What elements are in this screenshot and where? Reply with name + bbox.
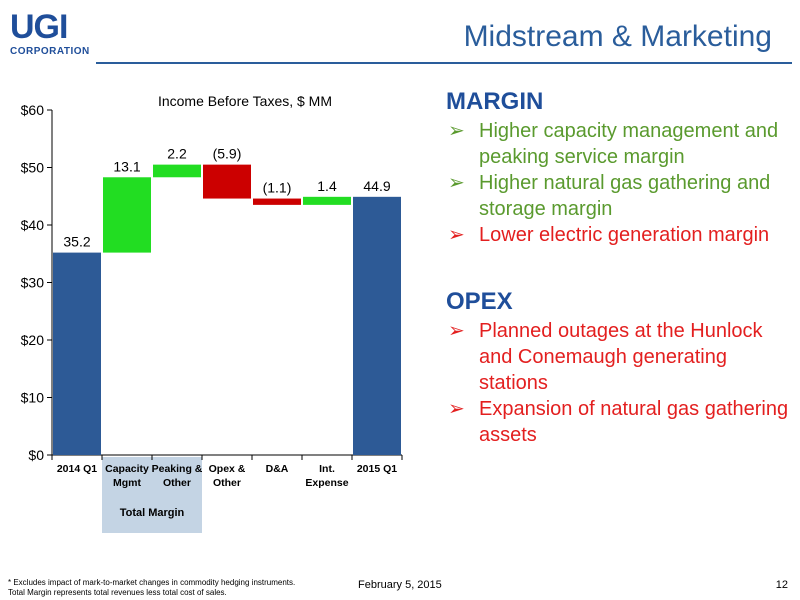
footnote-line-1: * Excludes impact of mark-to-market chan… [8, 578, 296, 587]
y-tick-label: $20 [21, 332, 45, 348]
bar-6 [353, 196, 401, 455]
bar-4 [253, 198, 301, 205]
data-label: (1.1) [263, 180, 292, 196]
waterfall-chart: Total Margin Income Before Taxes, $ MM $0 $… [21, 93, 403, 533]
data-label: (5.9) [213, 146, 242, 162]
slide-title: Midstream & Marketing [463, 20, 772, 53]
margin-bullet-text: Higher natural gas gathering and storage… [479, 172, 771, 220]
y-tick-label: $0 [28, 447, 44, 463]
x-category-label: Capacity [105, 463, 149, 475]
opex-bullet: ➢ Expansion of natural gas gathering asse… [446, 396, 796, 448]
y-tick-label: $50 [21, 160, 45, 176]
x-category-label: Expense [305, 477, 348, 489]
ugi-logo: UGI CORPORATION [10, 10, 90, 57]
margin-bullet: ➢ Higher capacity management and peaking … [446, 118, 796, 170]
y-tick-label: $10 [21, 390, 45, 406]
opex-bullet: ➢ Planned outages at the Hunlock and Cone… [446, 318, 796, 396]
page-number: 12 [775, 579, 788, 591]
x-category-label: Other [163, 477, 191, 489]
data-label: 2.2 [167, 146, 187, 162]
x-category-label: Opex & [209, 463, 246, 475]
opex-bullet-text: Expansion of natural gas gathering asset… [479, 398, 789, 446]
margin-bullet: ➢ Higher natural gas gathering and storag… [446, 170, 796, 222]
y-tick-label: $60 [21, 102, 45, 118]
group-label: Total Margin [120, 507, 185, 519]
x-category-label: D&A [266, 463, 289, 475]
total-margin-group-box [102, 457, 202, 533]
margin-heading: MARGIN [446, 88, 544, 115]
footnote: * Excludes impact of mark-to-market chan… [8, 578, 295, 598]
slide-date: February 5, 2015 [358, 579, 442, 591]
arrow-bullet-icon: ➢ [448, 172, 465, 194]
logo-wordmark: UGI [10, 8, 68, 46]
footnote-line-2: Total Margin represents total revenues l… [8, 588, 227, 597]
data-label: 1.4 [317, 178, 337, 194]
bar-0 [53, 252, 101, 455]
y-tick-label: $40 [21, 217, 45, 233]
data-label: 13.1 [113, 158, 140, 174]
title-divider [96, 62, 792, 64]
data-label: 44.9 [363, 178, 390, 194]
x-category-label: 2014 Q1 [57, 463, 97, 475]
logo-subtitle: CORPORATION [10, 46, 90, 57]
bar-2 [153, 164, 201, 178]
arrow-bullet-icon: ➢ [448, 398, 465, 420]
margin-bullet: ➢ Lower electric generation margin [446, 222, 796, 248]
data-label: 35.2 [63, 234, 90, 250]
opex-heading: OPEX [446, 288, 513, 315]
arrow-bullet-icon: ➢ [448, 120, 465, 142]
bar-3 [203, 164, 251, 199]
chart-title: Income Before Taxes, $ MM [158, 93, 332, 109]
bar-1 [103, 177, 151, 253]
opex-bullet-text: Planned outages at the Hunlock and Conem… [479, 320, 763, 394]
arrow-bullet-icon: ➢ [448, 320, 465, 342]
margin-bullets: ➢ Higher capacity management and peaking … [446, 118, 796, 248]
y-tick-label: $30 [21, 275, 45, 291]
x-category-label: Int. [319, 463, 335, 475]
x-category-label: Peaking & [152, 463, 203, 475]
bar-5 [303, 196, 351, 205]
x-category-label: Mgmt [113, 477, 141, 489]
arrow-bullet-icon: ➢ [448, 224, 465, 246]
x-category-label: Other [213, 477, 241, 489]
margin-bullet-text: Higher capacity management and peaking s… [479, 120, 779, 168]
x-category-label: 2015 Q1 [357, 463, 397, 475]
opex-bullets: ➢ Planned outages at the Hunlock and Cone… [446, 318, 796, 448]
commentary-panel: MARGIN ➢ Higher capacity management and p… [446, 88, 796, 448]
margin-bullet-text: Lower electric generation margin [479, 224, 770, 246]
